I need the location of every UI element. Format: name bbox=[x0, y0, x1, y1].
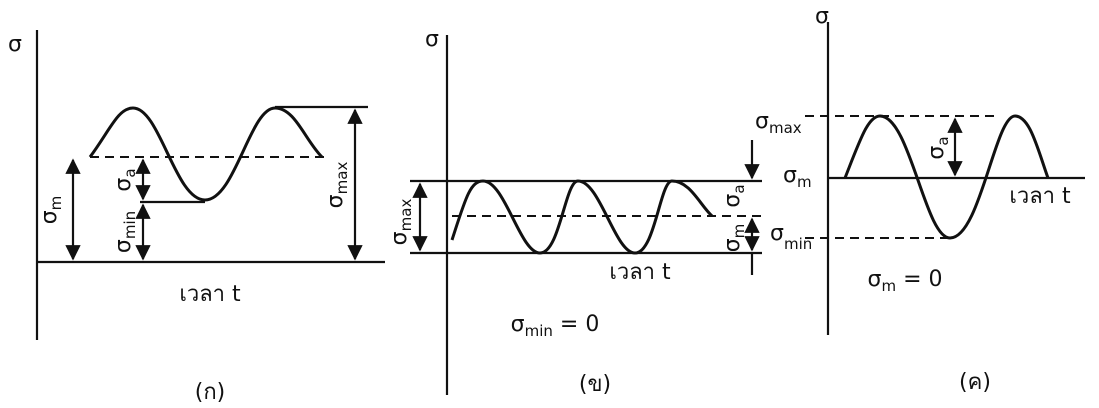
mean-label: σm bbox=[720, 224, 748, 253]
panel-label: (ก) bbox=[195, 380, 226, 405]
label-part: σ bbox=[924, 146, 949, 160]
label-part: min bbox=[784, 235, 812, 253]
label-part: = 0 bbox=[896, 267, 942, 292]
mean-label: σm bbox=[37, 196, 65, 225]
label-part: σ bbox=[111, 239, 136, 253]
axis-label: σ bbox=[815, 4, 829, 29]
time-label: เวลา t bbox=[609, 260, 671, 285]
max-label: σmax bbox=[323, 162, 351, 209]
label-part: m bbox=[730, 224, 748, 239]
time-label: เวลา t bbox=[1009, 184, 1071, 209]
label-part: a bbox=[121, 168, 139, 177]
label-part: σ bbox=[111, 178, 136, 192]
axis-label: σ bbox=[425, 27, 439, 52]
label-part: σ bbox=[323, 194, 348, 208]
label-part: a bbox=[730, 184, 748, 193]
amp-label: σa bbox=[924, 136, 952, 159]
mean-label: σm bbox=[783, 163, 812, 191]
panel-b: σ σmax σa σm เวลา t σmin = 0 (ข) bbox=[387, 27, 765, 397]
caption: σm = 0 bbox=[868, 267, 943, 295]
label-part: a bbox=[934, 136, 952, 145]
min-label: σmin bbox=[111, 211, 139, 253]
label-part: σ bbox=[868, 267, 882, 292]
label-part: σ bbox=[720, 194, 745, 208]
figure: σ σm σa σmin σmax เวลา t (ก) σ σmax σa σ… bbox=[0, 0, 1099, 408]
label-part: min bbox=[121, 211, 139, 239]
caption: σmin = 0 bbox=[511, 312, 600, 340]
panel-a: σ σm σa σmin σmax เวลา t (ก) bbox=[8, 30, 385, 405]
label-part: min bbox=[525, 322, 553, 340]
label-part: σ bbox=[770, 221, 784, 246]
panel-c: σ σmax σa σm σmin เวลา t σm = 0 (ค) bbox=[755, 4, 1085, 395]
min-label: σmin bbox=[770, 221, 812, 253]
panel-label: (ข) bbox=[579, 372, 611, 397]
axis-label: σ bbox=[8, 32, 22, 57]
max-label: σmax bbox=[755, 109, 802, 137]
label-part: m bbox=[47, 196, 65, 211]
label-part: σ bbox=[387, 231, 412, 245]
amp-label: σa bbox=[111, 168, 139, 191]
time-label: เวลา t bbox=[179, 282, 241, 307]
amp-label: σa bbox=[720, 184, 748, 207]
label-part: max bbox=[397, 199, 415, 232]
label-part: max bbox=[333, 162, 351, 195]
label-part: σ bbox=[37, 210, 62, 224]
panel-label: (ค) bbox=[959, 370, 991, 395]
label-part: σ bbox=[511, 312, 525, 337]
label-part: σ bbox=[755, 109, 769, 134]
label-part: m bbox=[881, 277, 896, 295]
max-label: σmax bbox=[387, 199, 415, 246]
label-part: σ bbox=[720, 238, 745, 252]
label-part: max bbox=[769, 119, 802, 137]
label-part: = 0 bbox=[553, 312, 599, 337]
label-part: m bbox=[797, 173, 812, 191]
label-part: σ bbox=[783, 163, 797, 188]
